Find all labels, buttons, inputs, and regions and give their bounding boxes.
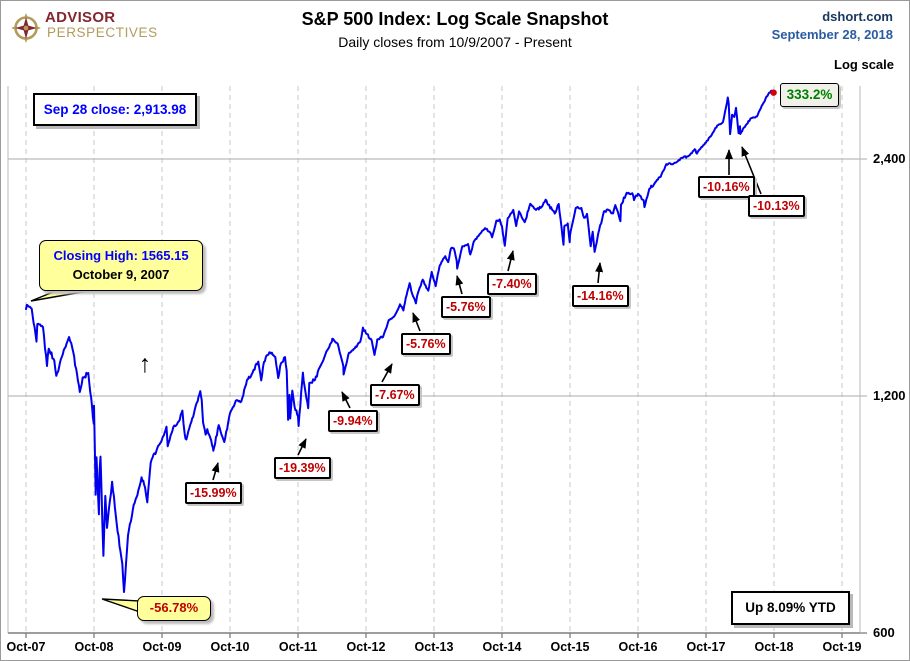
x-axis-label: Oct-07: [6, 640, 46, 654]
x-axis-label: Oct-10: [210, 640, 250, 654]
closing-high-callout-text: Closing High: 1565.15: [53, 247, 189, 263]
drawdown-2014b: -7.40%: [487, 273, 537, 296]
x-axis-label: Oct-12: [346, 640, 386, 654]
recovery-arrow-text: ↑: [138, 349, 152, 378]
sp500-price-line: [25, 89, 775, 593]
max-drawdown-callout-text: -56.78%: [149, 600, 199, 616]
drawdown-2012a: -9.94%: [328, 410, 378, 433]
y-axis-label: 600: [873, 625, 895, 640]
x-axis-label: Oct-16: [618, 640, 658, 654]
chart-title: S&P 500 Index: Log Scale Snapshot: [301, 9, 609, 29]
x-axis-label: Oct-08: [74, 640, 114, 654]
x-axis-label: Oct-14: [482, 640, 522, 654]
source-site-label: dshort.com: [822, 9, 893, 24]
y-axis-label: 2,400: [873, 151, 906, 166]
x-axis-label: Oct-13: [414, 640, 454, 654]
max-drawdown-callout: -56.78%: [137, 596, 211, 621]
chart-date: September 28, 2018: [771, 27, 893, 42]
drawdown-2011-text: -19.39%: [279, 461, 326, 475]
compass-icon: [11, 13, 41, 43]
drawdown-2011: -19.39%: [274, 457, 331, 480]
annotation-arrow: [412, 312, 421, 332]
drawdown-2018a: -10.16%: [698, 176, 755, 199]
advisor-perspectives-logo: ADVISOR PERSPECTIVES: [11, 10, 158, 43]
drawdown-2013: -5.76%: [401, 333, 451, 356]
drawdown-2014b-text: -7.40%: [492, 277, 532, 291]
drawdown-2013-text: -5.76%: [406, 337, 446, 351]
drawdown-2018b: -10.13%: [748, 195, 805, 218]
logo-perspectives-text: PERSPECTIVES: [47, 25, 158, 40]
drawdown-2012a-text: -9.94%: [333, 414, 373, 428]
drawdown-2012b: -7.67%: [370, 384, 420, 407]
callout-tail: [101, 598, 141, 613]
drawdown-2010: -15.99%: [185, 482, 242, 505]
ytd-label-text: Up 8.09% YTD: [745, 600, 836, 616]
x-axis-label: Oct-15: [550, 640, 590, 654]
closing-high-callout-text: October 9, 2007: [72, 266, 170, 282]
drawdown-2014a: -5.76%: [441, 296, 491, 319]
y-axis-label: 1,200: [873, 388, 906, 403]
x-axis-label: Oct-17: [686, 640, 726, 654]
gain-label-text: 333.2%: [786, 87, 833, 103]
x-axis-label: Oct-18: [754, 640, 794, 654]
latest-close-dot: [770, 89, 777, 96]
drawdown-2010-text: -15.99%: [190, 486, 237, 500]
annotation-arrow: [211, 462, 220, 481]
gain-label: 333.2%: [780, 83, 839, 107]
x-axis-label: Oct-09: [142, 640, 182, 654]
annotation-arrow: [595, 262, 604, 284]
annotation-arrow: [381, 363, 393, 383]
drawdown-2016-text: -14.16%: [577, 289, 624, 303]
closing-high-callout: Closing High: 1565.15 October 9, 2007: [39, 240, 203, 291]
annotation-arrow: [297, 438, 307, 456]
drawdown-2014a-text: -5.76%: [446, 300, 486, 314]
chart-subtitle: Daily closes from 10/9/2007 - Present: [338, 34, 572, 50]
ytd-label: Up 8.09% YTD: [731, 591, 850, 625]
y-axis-scale-label: Log scale: [834, 57, 894, 72]
annotation-arrow: [341, 391, 351, 409]
drawdown-2016: -14.16%: [572, 285, 629, 308]
logo-advisor-text: ADVISOR: [45, 9, 116, 26]
annotation-arrow: [506, 250, 515, 272]
recovery-arrow: ↑: [132, 349, 158, 379]
x-axis-label: Oct-11: [278, 640, 318, 654]
annotation-arrow: [741, 146, 762, 195]
x-axis-label: Oct-19: [822, 640, 862, 654]
drawdown-2018a-text: -10.16%: [703, 180, 750, 194]
close-label-text: Sep 28 close: 2,913.98: [43, 101, 187, 117]
drawdown-2012b-text: -7.67%: [375, 388, 415, 402]
close-label: Sep 28 close: 2,913.98: [33, 93, 197, 126]
annotation-arrow: [455, 275, 464, 295]
drawdown-2018b-text: -10.13%: [753, 199, 800, 213]
